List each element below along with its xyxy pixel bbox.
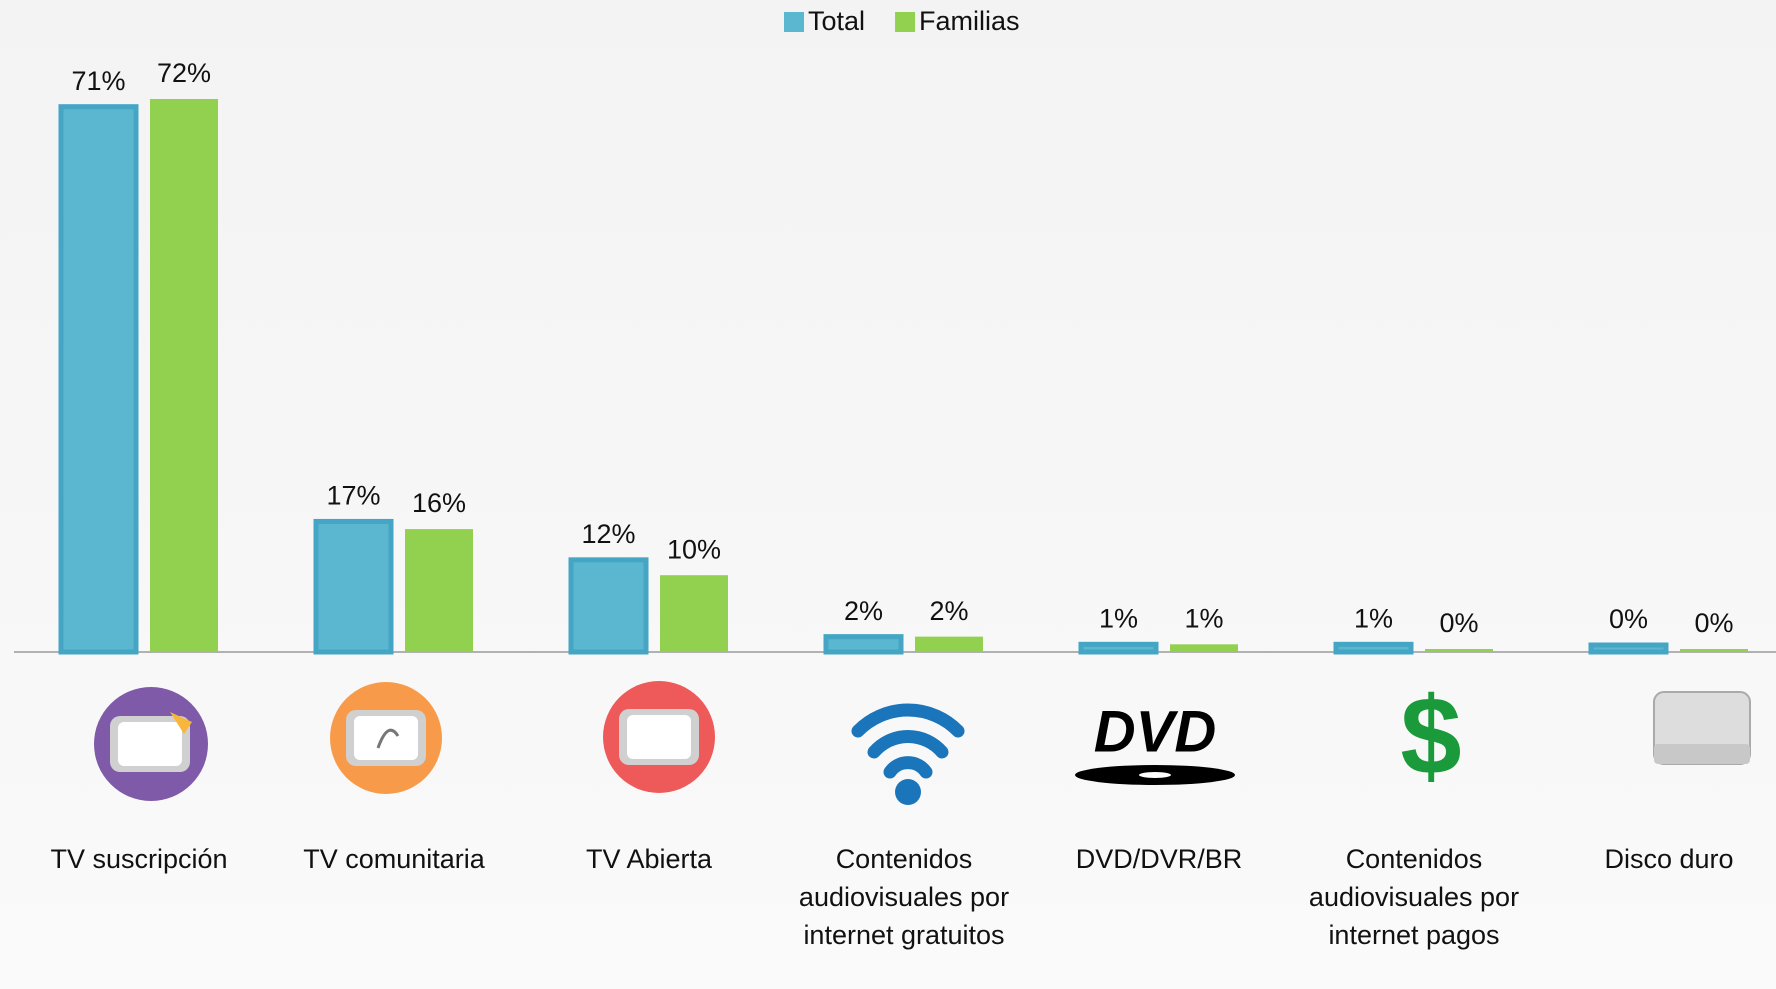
bar	[568, 557, 649, 655]
x-tick-label: Contenidos audiovisuales por internet pa…	[1308, 844, 1520, 950]
value-label: 17%	[326, 481, 380, 511]
icons: DVD $	[94, 675, 1751, 805]
value-label: 0%	[1609, 604, 1648, 634]
legend-label: Total	[808, 6, 865, 36]
value-label: 10%	[667, 534, 721, 564]
x-tick-label: Disco duro	[1604, 844, 1734, 874]
x-tick-label: TV Abierta	[585, 844, 713, 874]
legend-swatch	[784, 12, 804, 32]
value-label: 71%	[71, 66, 125, 96]
bar	[313, 518, 394, 655]
x-tick-label: TV suscripción	[50, 844, 228, 874]
x-tick-label: DVD/DVR/BR	[1075, 844, 1243, 874]
value-label: 72%	[157, 58, 211, 88]
value-label: 12%	[581, 519, 635, 549]
bar	[823, 634, 904, 655]
bar	[58, 104, 139, 655]
bar	[1425, 649, 1493, 652]
bar	[1078, 641, 1159, 655]
bar	[1588, 642, 1669, 655]
bar	[150, 99, 218, 652]
bar	[1170, 644, 1238, 652]
value-label: 1%	[1354, 603, 1393, 633]
legend-swatch	[895, 12, 916, 32]
x-tick-label: TV comunitaria	[303, 844, 485, 874]
dvd-icon: DVD	[1094, 699, 1216, 764]
x-tick-label: Contenidos audiovisuales por internet gr…	[798, 844, 1010, 950]
dollar-icon: $	[1400, 675, 1461, 798]
value-label: 1%	[1184, 603, 1223, 633]
value-label: 1%	[1099, 603, 1138, 633]
legend-label: Familias	[919, 6, 1020, 36]
bar	[915, 636, 983, 652]
bar	[1333, 641, 1414, 655]
bar	[405, 529, 473, 652]
value-label: 2%	[929, 596, 968, 626]
value-label: 16%	[412, 488, 466, 518]
bar	[1680, 649, 1748, 652]
value-label: 2%	[844, 596, 883, 626]
bar	[660, 575, 728, 652]
value-label: 0%	[1694, 608, 1733, 638]
value-label: 0%	[1439, 608, 1478, 638]
